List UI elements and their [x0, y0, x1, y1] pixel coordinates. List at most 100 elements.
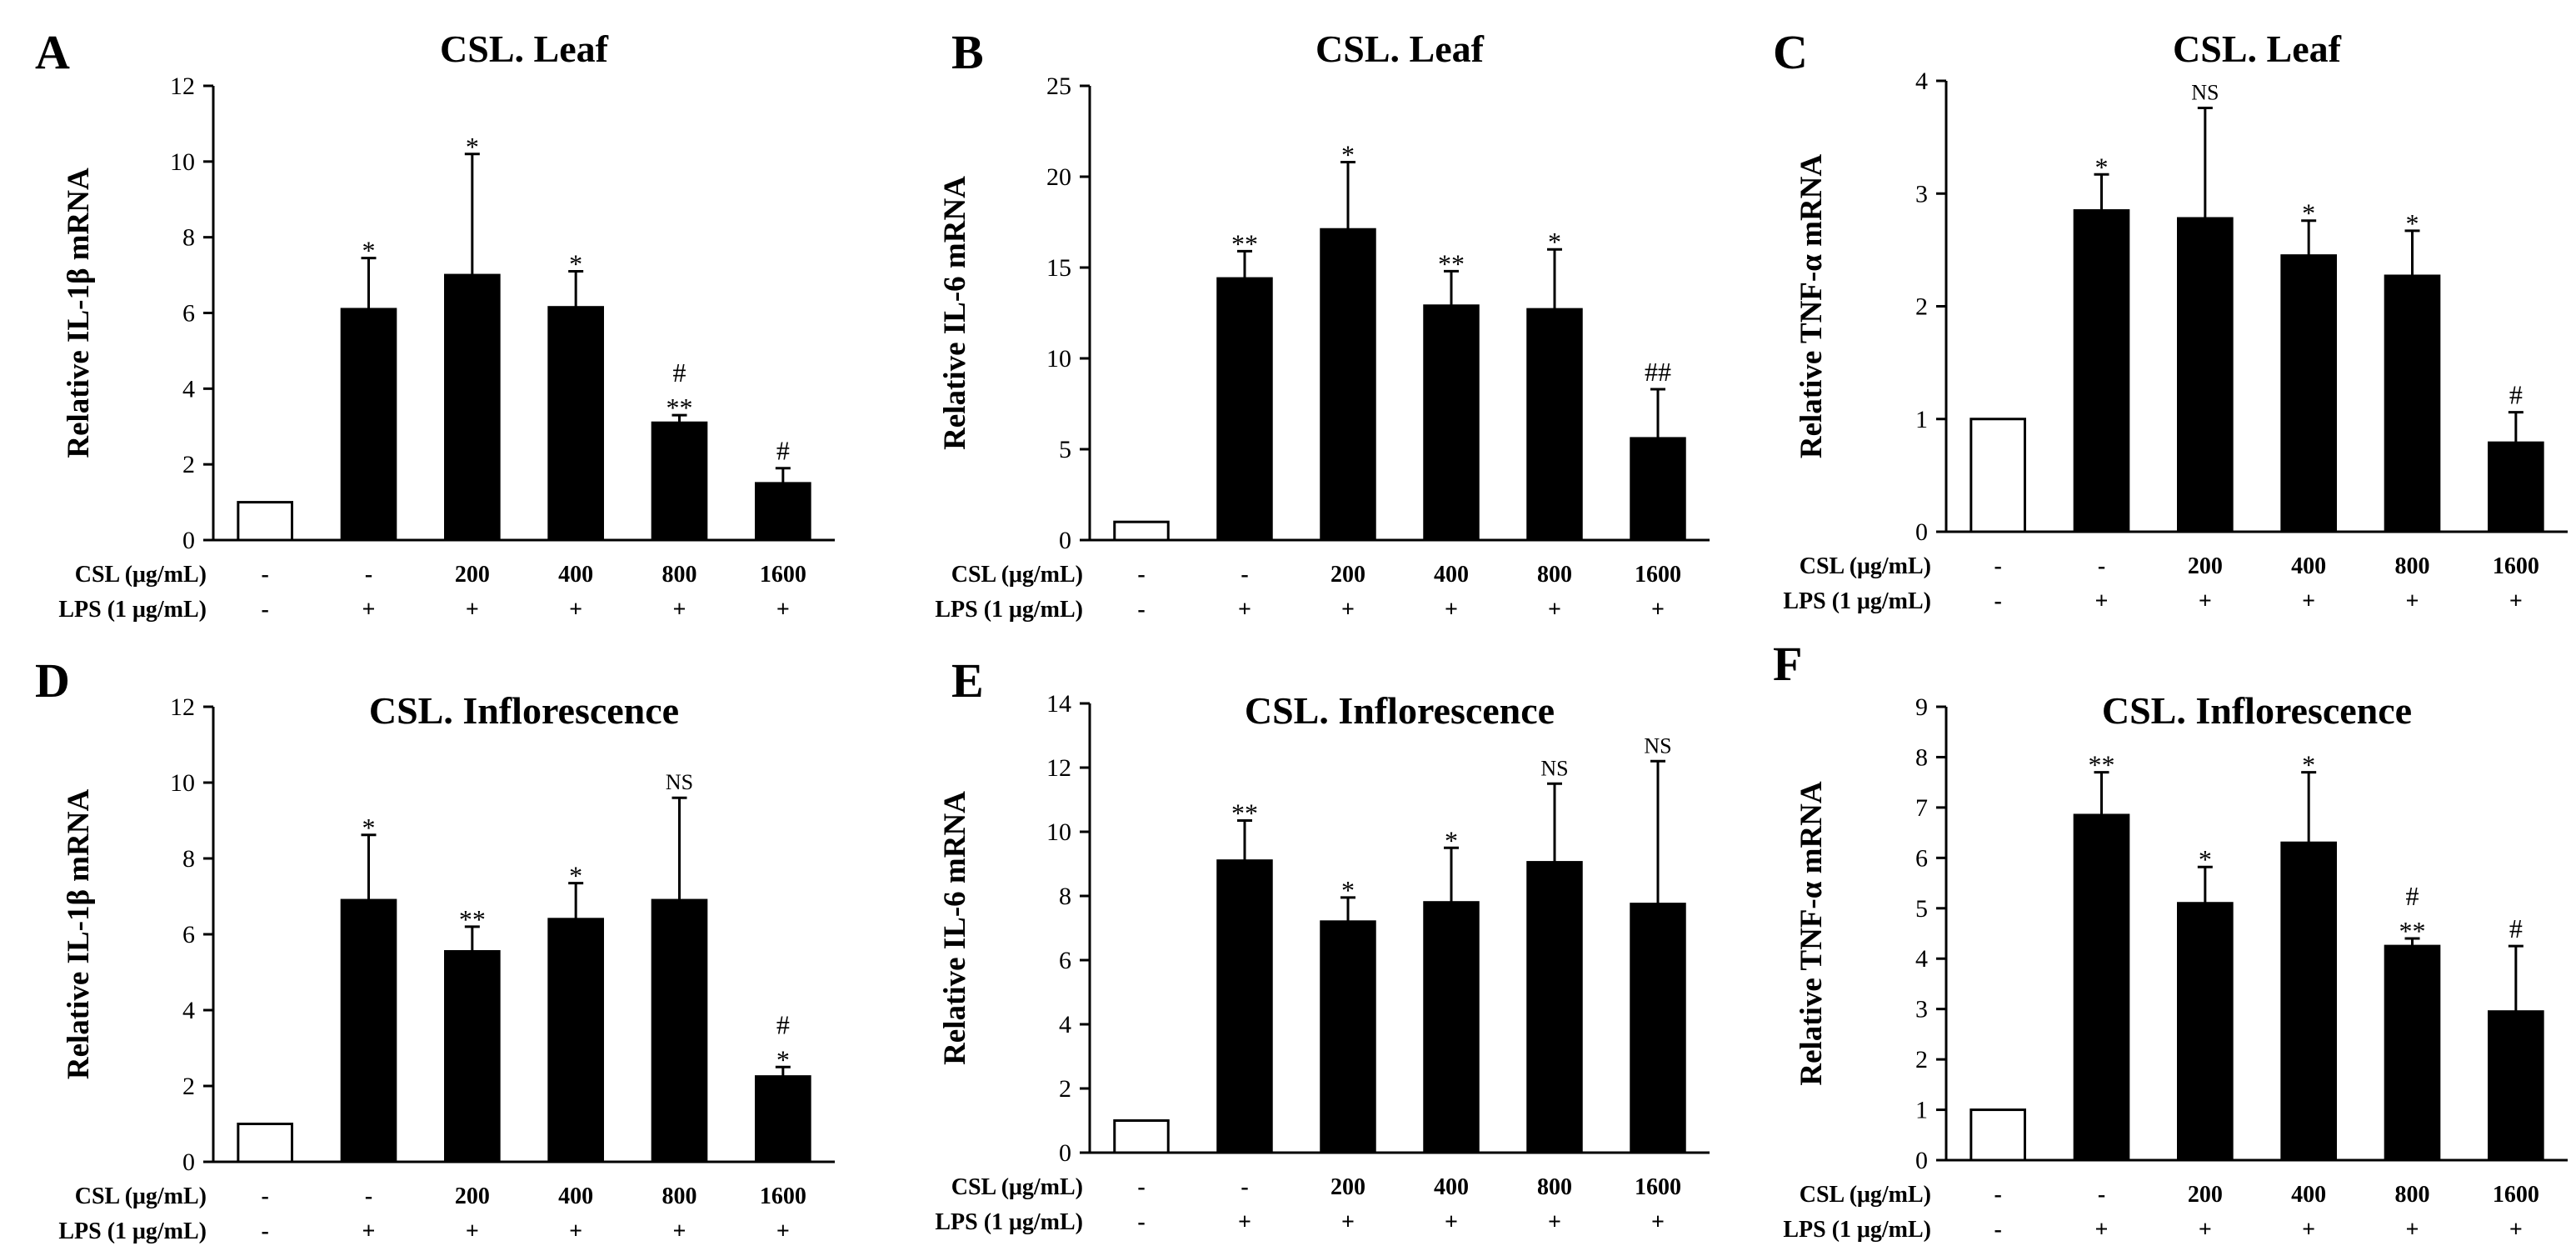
row-label-csl: CSL (μg/mL) — [75, 1183, 207, 1209]
bar-1 — [1113, 520, 1170, 542]
panel-letter: C — [1773, 25, 1808, 79]
significance-label: # — [776, 436, 790, 466]
bar-2 — [340, 308, 397, 542]
bar-5 — [2384, 944, 2441, 1162]
lps-label: - — [1137, 1209, 1145, 1235]
y-axis-label: Relative IL-1β mRNA — [62, 789, 96, 1080]
y-tick-label: 2 — [1059, 1075, 1071, 1103]
chart-title: CSL. Inflorescence — [369, 689, 679, 732]
chart-panel-a: A CSL. Leaf Relative IL-1β mRNA 0 2 4 6 8 10 12 - -… — [35, 25, 835, 623]
y-tick-label: 4 — [1915, 945, 1928, 973]
bar-4 — [547, 306, 604, 542]
significance-label: * — [466, 132, 479, 162]
y-axis-label: Relative IL-6 mRNA — [938, 791, 972, 1065]
significance-label: * — [2199, 844, 2212, 874]
significance-label: ** — [2089, 750, 2115, 780]
bar-3 — [444, 273, 501, 542]
csl-dose-label: 800 — [662, 1183, 697, 1209]
csl-dose-label: 200 — [2188, 553, 2223, 579]
y-tick-label: 2 — [1915, 293, 1928, 321]
lps-label: - — [262, 1218, 269, 1244]
panel-letter: F — [1773, 637, 1802, 691]
chart-title: CSL. Leaf — [1315, 28, 1485, 70]
significance-label: NS — [666, 770, 693, 794]
y-tick-label: 7 — [1915, 794, 1928, 822]
lps-label: + — [776, 1218, 790, 1244]
significance-label: * — [362, 236, 376, 266]
row-label-lps: LPS (1 μg/mL) — [58, 597, 207, 623]
significance-label: * — [1445, 825, 1458, 855]
y-tick-label: 20 — [1046, 163, 1071, 191]
significance-label: * — [2095, 152, 2109, 182]
lps-label: + — [2095, 588, 2109, 614]
lps-label: + — [2406, 1217, 2419, 1243]
bar-6 — [1630, 437, 1686, 542]
lps-label: + — [2199, 1217, 2212, 1243]
bar-2 — [340, 898, 397, 1163]
y-tick-label: 6 — [182, 921, 195, 948]
csl-dose-label: 400 — [1434, 562, 1469, 588]
significance-label: * — [569, 861, 582, 891]
chart-panel-f: F CSL. Inflorescence Relative TNF-α mRNA 0 1… — [1773, 637, 2568, 1243]
row-label-csl: CSL (μg/mL) — [75, 562, 207, 588]
panel-letter: E — [951, 653, 984, 708]
y-tick-label: 0 — [1915, 1147, 1928, 1174]
significance-label: * — [1341, 875, 1355, 905]
csl-dose-label: 800 — [662, 562, 697, 588]
y-tick-label: 2 — [1915, 1046, 1928, 1073]
bar-4 — [2280, 254, 2337, 533]
csl-dose-label: - — [1137, 562, 1145, 588]
csl-dose-label: 1600 — [760, 1183, 806, 1209]
row-label-lps: LPS (1 μg/mL) — [935, 597, 1083, 623]
row-label-lps: LPS (1 μg/mL) — [1783, 1217, 1931, 1243]
bar-4 — [1423, 304, 1480, 542]
significance-label: * — [2302, 198, 2315, 228]
csl-dose-label: - — [2098, 1182, 2105, 1208]
significance-label: NS — [1540, 756, 1568, 780]
row-label-csl: CSL (μg/mL) — [1800, 553, 1931, 579]
bar-3 — [2177, 902, 2234, 1162]
y-tick-label: 6 — [182, 300, 195, 328]
csl-dose-label: 200 — [2188, 1182, 2223, 1208]
lps-label: - — [1994, 1217, 2002, 1243]
lps-label: + — [776, 597, 790, 623]
y-tick-label: 8 — [182, 224, 195, 252]
significance-label: NS — [2191, 80, 2219, 104]
lps-label: + — [1341, 1209, 1355, 1235]
lps-label: + — [1548, 1209, 1561, 1235]
y-tick-label: 25 — [1046, 73, 1071, 100]
lps-label: + — [2302, 588, 2315, 614]
y-tick-label: 10 — [1046, 345, 1071, 373]
y-tick-label: 14 — [1046, 690, 1071, 718]
csl-dose-label: - — [1994, 1182, 2002, 1208]
y-tick-label: 9 — [1915, 693, 1928, 721]
csl-dose-label: 200 — [1330, 1174, 1365, 1200]
csl-dose-label: 200 — [455, 1183, 490, 1209]
significance-label: * — [776, 1044, 790, 1074]
y-tick-label: 1 — [1915, 406, 1928, 433]
bar-4 — [1423, 901, 1480, 1154]
bar-2 — [1216, 859, 1273, 1154]
y-tick-label: 2 — [182, 1073, 195, 1100]
significance-label: ** — [459, 904, 486, 934]
lps-label: + — [1548, 597, 1561, 623]
panel-letter: A — [35, 25, 70, 79]
significance-label: ** — [666, 393, 693, 423]
significance-label: # — [2509, 380, 2523, 410]
row-label-lps: LPS (1 μg/mL) — [58, 1218, 207, 1244]
bar-5 — [2384, 274, 2441, 533]
lps-label: + — [2509, 1217, 2523, 1243]
y-tick-label: 15 — [1046, 254, 1071, 282]
csl-dose-label: 200 — [1330, 562, 1365, 588]
y-axis-label: Relative IL-6 mRNA — [938, 176, 972, 450]
csl-dose-label: - — [262, 562, 269, 588]
bar-3 — [444, 949, 501, 1163]
y-axis-label: Relative TNF-α mRNA — [1795, 154, 1829, 459]
bar-6 — [2488, 441, 2544, 533]
y-tick-label: 0 — [182, 527, 195, 554]
chart-panel-e: E CSL. Inflorescence Relative IL-6 mRNA 0 2 4… — [935, 653, 1710, 1235]
csl-dose-label: 800 — [1537, 562, 1572, 588]
bar-1 — [237, 1123, 293, 1163]
lps-label: + — [673, 1218, 686, 1244]
csl-dose-label: 800 — [2395, 1182, 2430, 1208]
